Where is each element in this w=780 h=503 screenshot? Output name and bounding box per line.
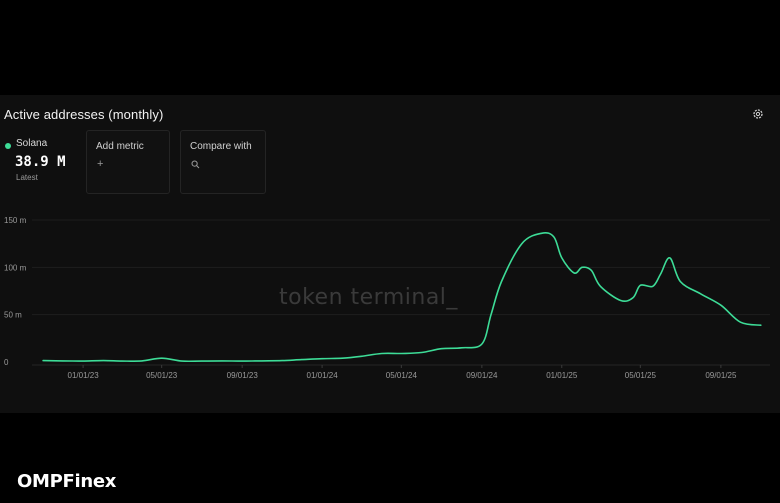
x-tick-label: 05/01/24 <box>386 371 418 380</box>
series-color-dot <box>5 143 11 149</box>
series-line-solana <box>42 231 762 363</box>
x-tick-label: 09/01/24 <box>466 371 498 380</box>
x-tick-label: 09/01/23 <box>227 371 259 380</box>
add-metric-button[interactable]: Add metric + <box>86 130 170 194</box>
series-name: Solana <box>16 138 48 149</box>
x-tick-label: 05/01/23 <box>146 371 178 380</box>
brand-logo: OMPFinex <box>17 471 117 492</box>
gear-icon[interactable] <box>752 108 764 120</box>
plus-icon: + <box>97 158 104 170</box>
chart-title: Active addresses (monthly) <box>4 107 164 122</box>
line-chart: 0 50 m 100 m 150 m 01/01/23 05/01/23 09/01/23 0… <box>4 216 770 380</box>
y-tick-label: 150 m <box>4 216 27 225</box>
y-tick-label: 100 m <box>4 263 27 272</box>
latest-label: Latest <box>16 173 38 182</box>
y-tick-label: 0 <box>4 358 9 367</box>
x-tick-label: 01/01/23 <box>68 371 100 380</box>
y-tick-label: 50 m <box>4 311 22 320</box>
compare-with-label: Compare with <box>190 141 252 152</box>
add-metric-label: Add metric <box>96 141 144 152</box>
legend-series-solana[interactable]: Solana 38.9 M Latest <box>4 138 76 188</box>
watermark: token terminal_ <box>279 285 458 310</box>
compare-with-button[interactable]: Compare with <box>180 130 266 194</box>
search-icon <box>191 160 200 169</box>
x-tick-label: 01/01/25 <box>546 371 578 380</box>
x-tick-label: 05/01/25 <box>625 371 657 380</box>
x-tick-label: 09/01/25 <box>705 371 737 380</box>
latest-value: 38.9 M <box>15 154 66 170</box>
x-tick-label: 01/01/24 <box>307 371 339 380</box>
